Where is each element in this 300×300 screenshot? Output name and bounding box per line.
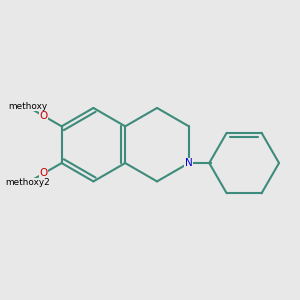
Text: O: O bbox=[40, 111, 48, 121]
Text: methoxy2: methoxy2 bbox=[5, 178, 50, 187]
Text: N: N bbox=[185, 158, 193, 168]
Text: methoxy: methoxy bbox=[8, 102, 47, 111]
Text: O: O bbox=[40, 168, 48, 178]
